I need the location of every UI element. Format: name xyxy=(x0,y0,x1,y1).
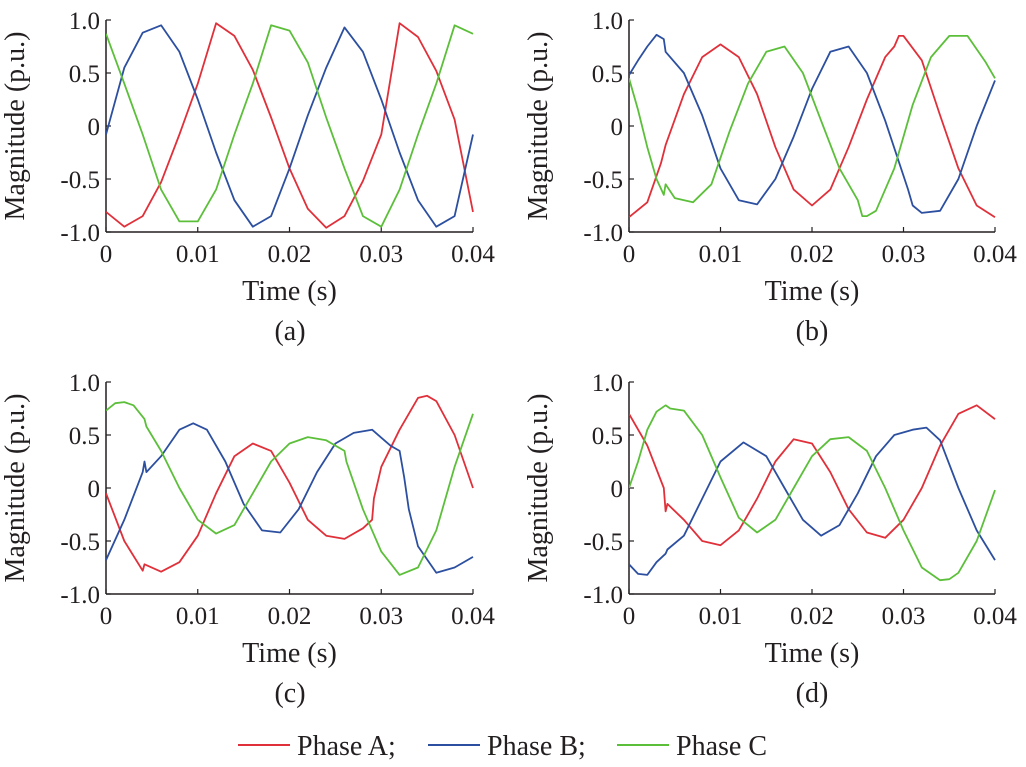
x-tick-label: 0.02 xyxy=(790,241,834,268)
y-tick-label: 0 xyxy=(88,476,101,503)
y-tick-label: -1.0 xyxy=(60,582,100,609)
y-tick-label: -1.0 xyxy=(583,582,623,609)
x-tick-label: 0 xyxy=(623,603,636,630)
series-line-phase-b xyxy=(629,426,996,576)
series-line-phase-a xyxy=(106,394,474,573)
chart-panel-a: 0 0.01 0.02 0.03 0.04 -1.0 -0.5 0 0.5 1.0 Time (s)… xyxy=(0,8,495,347)
y-tick-label: 1.0 xyxy=(69,8,100,35)
legend: Phase A; Phase B; Phase C xyxy=(238,731,767,762)
series-line-phase-c xyxy=(106,401,474,576)
y-tick-label: 0.5 xyxy=(592,61,623,88)
series-line-phase-b xyxy=(106,422,474,574)
x-axis-label: Time (s) xyxy=(765,638,860,669)
y-tick-label: -1.0 xyxy=(60,220,100,247)
legend-label-phase-a: Phase A; xyxy=(297,731,396,762)
series-line-phase-a xyxy=(629,404,996,547)
series-line-phase-c xyxy=(629,404,996,582)
x-tick-label: 0.03 xyxy=(882,241,926,268)
x-axis-label: Time (s) xyxy=(242,638,337,669)
series-line-phase-c xyxy=(629,35,996,218)
y-tick-label: -1.0 xyxy=(583,220,623,247)
x-tick-label: 0.01 xyxy=(699,241,743,268)
x-tick-label: 0.01 xyxy=(699,603,743,630)
y-tick-label: -0.5 xyxy=(60,529,100,556)
chart-panel-c: 0 0.01 0.02 0.03 0.04 -1.0 -0.5 0 0.5 1.0 Time (s)… xyxy=(0,370,495,709)
panel-label: (d) xyxy=(796,678,829,709)
y-tick-label: 0 xyxy=(88,114,101,141)
y-tick-label: 1.0 xyxy=(69,370,100,397)
x-tick-label: 0.02 xyxy=(268,241,312,268)
panel-label: (a) xyxy=(274,316,305,347)
panel-label: (c) xyxy=(274,678,305,709)
legend-label-phase-b: Phase B; xyxy=(487,731,586,762)
y-axis-label: Magnitude (p.u.) xyxy=(523,32,554,221)
y-tick-label: 0.5 xyxy=(69,423,100,450)
x-tick-label: 0 xyxy=(100,241,113,268)
legend-label-phase-c: Phase C xyxy=(676,731,767,762)
x-tick-label: 0.04 xyxy=(973,241,1017,268)
y-tick-label: 1.0 xyxy=(592,370,623,397)
y-axis-label: Magnitude (p.u.) xyxy=(523,394,554,583)
chart-panel-b: 0 0.01 0.02 0.03 0.04 -1.0 -0.5 0 0.5 1.0 Time (s)… xyxy=(523,8,1017,347)
x-tick-label: 0.03 xyxy=(359,603,403,630)
x-tick-label: 0 xyxy=(623,241,636,268)
x-tick-label: 0.03 xyxy=(882,603,926,630)
series-line-phase-b xyxy=(629,33,996,214)
y-tick-label: -0.5 xyxy=(60,167,100,194)
series-line-phase-a xyxy=(629,35,996,218)
x-tick-label: 0.04 xyxy=(451,603,495,630)
y-tick-label: 1.0 xyxy=(592,8,623,35)
y-tick-label: 0.5 xyxy=(592,423,623,450)
y-tick-label: -0.5 xyxy=(583,529,623,556)
series-line-phase-a xyxy=(106,22,474,229)
x-tick-label: 0 xyxy=(100,603,113,630)
y-axis-label: Magnitude (p.u.) xyxy=(0,32,31,221)
series-line-phase-b xyxy=(106,24,474,228)
x-axis-label: Time (s) xyxy=(765,276,860,307)
y-tick-label: 0 xyxy=(611,476,624,503)
x-tick-label: 0.01 xyxy=(176,603,220,630)
panels: 0 0.01 0.02 0.03 0.04 -1.0 -0.5 0 0.5 1.0 Time (s)… xyxy=(0,8,1017,709)
x-tick-label: 0.02 xyxy=(790,603,834,630)
chart-panel-d: 0 0.01 0.02 0.03 0.04 -1.0 -0.5 0 0.5 1.0 Time (s)… xyxy=(523,370,1017,709)
x-tick-label: 0.04 xyxy=(451,241,495,268)
x-tick-label: 0.02 xyxy=(268,603,312,630)
y-tick-label: 0 xyxy=(611,114,624,141)
panel-label: (b) xyxy=(796,316,829,347)
y-tick-label: 0.5 xyxy=(69,61,100,88)
x-tick-label: 0.04 xyxy=(973,603,1017,630)
x-axis-label: Time (s) xyxy=(242,276,337,307)
x-tick-label: 0.03 xyxy=(359,241,403,268)
y-tick-label: -0.5 xyxy=(583,167,623,194)
x-tick-label: 0.01 xyxy=(176,241,220,268)
series-line-phase-c xyxy=(106,24,474,228)
y-axis-label: Magnitude (p.u.) xyxy=(0,394,31,583)
